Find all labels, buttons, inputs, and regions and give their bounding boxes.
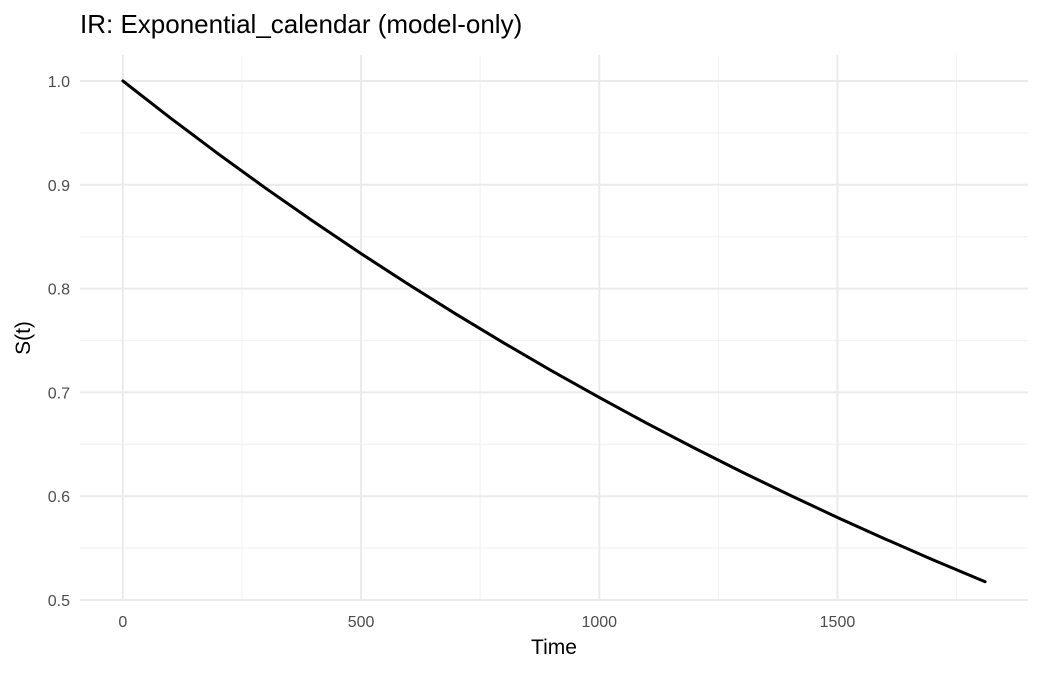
y-tick-label: 0.9 (48, 178, 70, 195)
series-layer (121, 79, 987, 584)
x-tick-label: 0 (118, 614, 127, 631)
y-axis-title: S(t) (12, 321, 35, 355)
chart-title: IR: Exponential_calendar (model-only) (80, 9, 522, 39)
x-tick-label: 500 (348, 614, 375, 631)
x-axis-title: Time (531, 636, 577, 659)
x-axis-tick-labels: 0 500 1000 1500 (118, 614, 855, 631)
x-tick-label: 1000 (581, 614, 617, 631)
y-axis-tick-labels: 0.5 0.6 0.7 0.8 0.9 1.0 (48, 74, 70, 610)
survival-curve-line (121, 79, 987, 584)
y-tick-label: 0.6 (48, 489, 70, 506)
minor-gridlines (80, 55, 1028, 600)
y-tick-label: 0.7 (48, 385, 70, 402)
y-tick-label: 0.8 (48, 282, 70, 299)
major-gridlines (80, 55, 1028, 601)
x-tick-label: 1500 (820, 614, 856, 631)
y-tick-label: 0.5 (48, 593, 70, 610)
y-tick-label: 1.0 (48, 74, 70, 91)
